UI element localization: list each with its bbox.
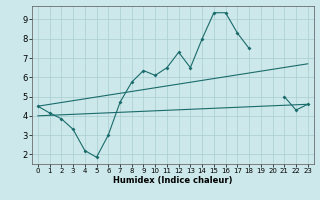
X-axis label: Humidex (Indice chaleur): Humidex (Indice chaleur) <box>113 176 233 185</box>
